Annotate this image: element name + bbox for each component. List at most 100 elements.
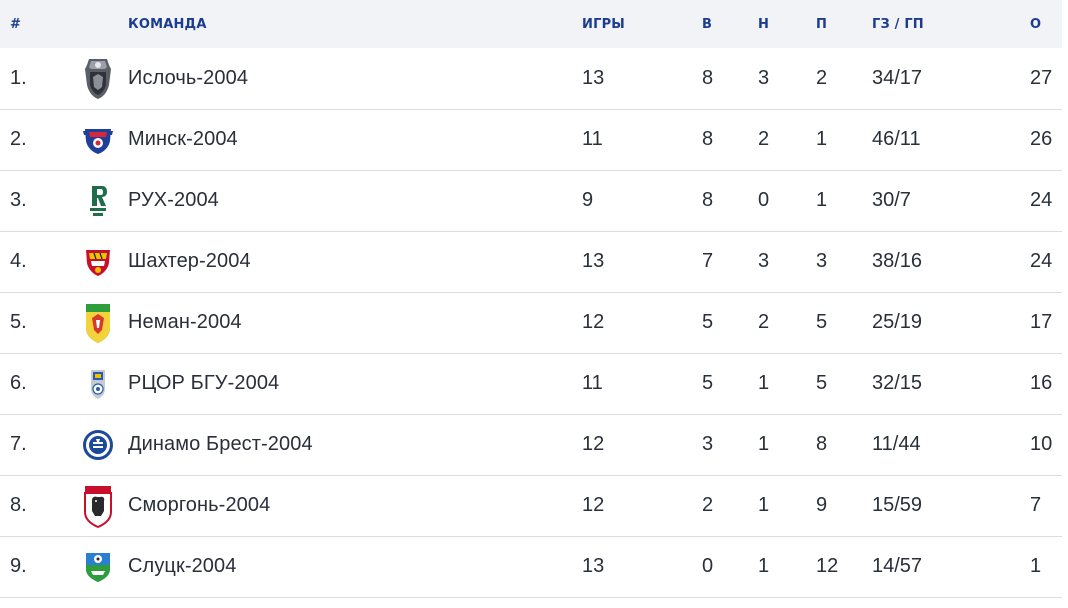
table-row: 3. РУХ-2004 9 8 0 1 30/7 24 <box>0 170 1062 231</box>
draws: 1 <box>758 372 770 394</box>
row-position: 1. <box>10 66 27 89</box>
standings-table: # КОМАНДА ИГРЫ В Н П ГЗ / ГП О 1. <box>0 0 1062 597</box>
smorgon-crest-icon <box>68 484 128 528</box>
header-logo <box>68 0 128 48</box>
wins: 3 <box>702 433 714 455</box>
draws: 1 <box>758 555 770 577</box>
team-name[interactable]: Минск-2004 <box>128 128 238 150</box>
games-played: 11 <box>582 372 603 394</box>
games-played: 13 <box>582 66 605 89</box>
table-row: 9. Слуцк-2004 13 0 1 12 14/57 1 <box>0 536 1062 597</box>
shakhter-crest-icon <box>68 247 128 277</box>
points: 24 <box>1030 189 1053 211</box>
draws: 3 <box>758 250 770 272</box>
points: 1 <box>1030 555 1042 577</box>
team-name[interactable]: Шахтер-2004 <box>128 250 251 272</box>
points: 27 <box>1030 66 1053 89</box>
header-games: ИГРЫ <box>582 16 625 32</box>
goals: 38/16 <box>872 250 923 272</box>
draws: 2 <box>758 311 770 333</box>
table-header: # КОМАНДА ИГРЫ В Н П ГЗ / ГП О <box>0 0 1062 48</box>
dinamo-brest-crest-icon <box>68 429 128 460</box>
team-name[interactable]: Динамо Брест-2004 <box>128 433 313 455</box>
isloch-crest-icon <box>68 55 128 101</box>
goals: 14/57 <box>872 555 923 577</box>
team-name[interactable]: Сморгонь-2004 <box>128 494 271 516</box>
losses: 12 <box>816 555 839 577</box>
table-row: 8. Сморгонь-2004 12 2 1 9 15/59 7 <box>0 475 1062 536</box>
goals: 32/15 <box>872 372 923 394</box>
table-row: 7. Динамо Брест-2004 12 3 1 8 11/44 10 <box>0 414 1062 475</box>
losses: 5 <box>816 311 828 333</box>
row-position: 5. <box>10 311 27 333</box>
rukh-crest-icon <box>68 184 128 218</box>
losses: 8 <box>816 433 828 455</box>
wins: 8 <box>702 66 714 89</box>
draws: 0 <box>758 189 770 211</box>
points: 10 <box>1030 433 1053 455</box>
table-row: 2. Минск-2004 11 8 2 1 46/11 <box>0 109 1062 170</box>
team-name[interactable]: Слуцк-2004 <box>128 555 237 577</box>
row-position: 9. <box>10 555 27 577</box>
table-row: 6. РЦОР БГУ-2004 11 5 1 5 32/15 16 <box>0 353 1062 414</box>
row-position: 2. <box>10 128 27 150</box>
header-team: КОМАНДА <box>128 16 207 32</box>
wins: 5 <box>702 372 714 394</box>
rcor-bgu-crest-icon <box>68 368 128 400</box>
goals: 15/59 <box>872 494 923 516</box>
header-goals: ГЗ / ГП <box>872 16 924 32</box>
wins: 8 <box>702 128 714 150</box>
header-points: О <box>1030 16 1042 32</box>
table-body: 1. Ислочь-2004 13 8 3 2 34/17 27 <box>0 48 1062 597</box>
games-played: 12 <box>582 433 605 455</box>
games-played: 12 <box>582 494 605 516</box>
goals: 46/11 <box>872 128 921 150</box>
points: 17 <box>1030 311 1053 333</box>
team-name[interactable]: РЦОР БГУ-2004 <box>128 372 280 394</box>
table-row: 5. Неман-2004 12 5 2 5 25/19 17 <box>0 292 1062 353</box>
row-position: 7. <box>10 433 27 455</box>
minsk-crest-icon <box>68 125 128 155</box>
goals: 34/17 <box>872 66 923 89</box>
row-position: 8. <box>10 494 27 516</box>
wins: 8 <box>702 189 714 211</box>
team-name[interactable]: РУХ-2004 <box>128 189 219 211</box>
neman-crest-icon <box>68 302 128 344</box>
table-row: 4. Шахтер-2004 13 7 3 3 38/16 24 <box>0 231 1062 292</box>
team-name[interactable]: Ислочь-2004 <box>128 66 249 89</box>
losses: 9 <box>816 494 828 516</box>
wins: 0 <box>702 555 714 577</box>
goals: 25/19 <box>872 311 923 333</box>
team-name[interactable]: Неман-2004 <box>128 311 242 333</box>
header-row: # КОМАНДА ИГРЫ В Н П ГЗ / ГП О <box>0 0 1062 48</box>
losses: 1 <box>816 189 828 211</box>
points: 26 <box>1030 128 1053 150</box>
points: 24 <box>1030 250 1053 272</box>
header-losses: П <box>816 16 828 32</box>
draws: 2 <box>758 128 770 150</box>
draws: 1 <box>758 494 770 516</box>
losses: 1 <box>816 128 828 150</box>
table-row: 1. Ислочь-2004 13 8 3 2 34/17 27 <box>0 48 1062 109</box>
row-position: 6. <box>10 372 27 394</box>
goals: 11/44 <box>872 433 921 455</box>
header-position: # <box>10 16 22 32</box>
wins: 2 <box>702 494 714 516</box>
points: 7 <box>1030 494 1042 516</box>
games-played: 11 <box>582 128 603 150</box>
goals: 30/7 <box>872 189 911 211</box>
header-wins: В <box>702 16 713 32</box>
games-played: 13 <box>582 250 605 272</box>
slutsk-crest-icon <box>68 551 128 583</box>
losses: 5 <box>816 372 828 394</box>
draws: 3 <box>758 66 770 89</box>
points: 16 <box>1030 372 1053 394</box>
games-played: 9 <box>582 189 594 211</box>
header-draws: Н <box>758 16 770 32</box>
wins: 5 <box>702 311 714 333</box>
losses: 2 <box>816 66 828 89</box>
row-position: 4. <box>10 250 27 272</box>
row-position: 3. <box>10 189 27 211</box>
draws: 1 <box>758 433 770 455</box>
games-played: 13 <box>582 555 605 577</box>
